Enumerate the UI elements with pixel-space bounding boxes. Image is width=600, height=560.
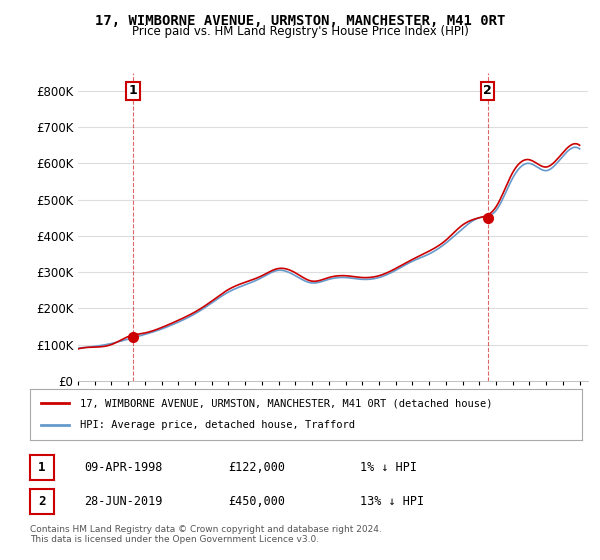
Text: 13% ↓ HPI: 13% ↓ HPI	[360, 494, 424, 508]
Text: 17, WIMBORNE AVENUE, URMSTON, MANCHESTER, M41 0RT: 17, WIMBORNE AVENUE, URMSTON, MANCHESTER…	[95, 14, 505, 28]
Text: 1% ↓ HPI: 1% ↓ HPI	[360, 461, 417, 474]
Text: £122,000: £122,000	[228, 461, 285, 474]
Text: 1: 1	[128, 85, 137, 97]
Text: 17, WIMBORNE AVENUE, URMSTON, MANCHESTER, M41 0RT (detached house): 17, WIMBORNE AVENUE, URMSTON, MANCHESTER…	[80, 398, 492, 408]
Text: 1: 1	[38, 461, 46, 474]
Text: 28-JUN-2019: 28-JUN-2019	[84, 494, 163, 508]
Text: Contains HM Land Registry data © Crown copyright and database right 2024.
This d: Contains HM Land Registry data © Crown c…	[30, 525, 382, 544]
Text: 09-APR-1998: 09-APR-1998	[84, 461, 163, 474]
Text: £450,000: £450,000	[228, 494, 285, 508]
Text: 2: 2	[483, 85, 492, 97]
Text: HPI: Average price, detached house, Trafford: HPI: Average price, detached house, Traf…	[80, 421, 355, 431]
Text: 2: 2	[38, 494, 46, 508]
Text: Price paid vs. HM Land Registry's House Price Index (HPI): Price paid vs. HM Land Registry's House …	[131, 25, 469, 38]
